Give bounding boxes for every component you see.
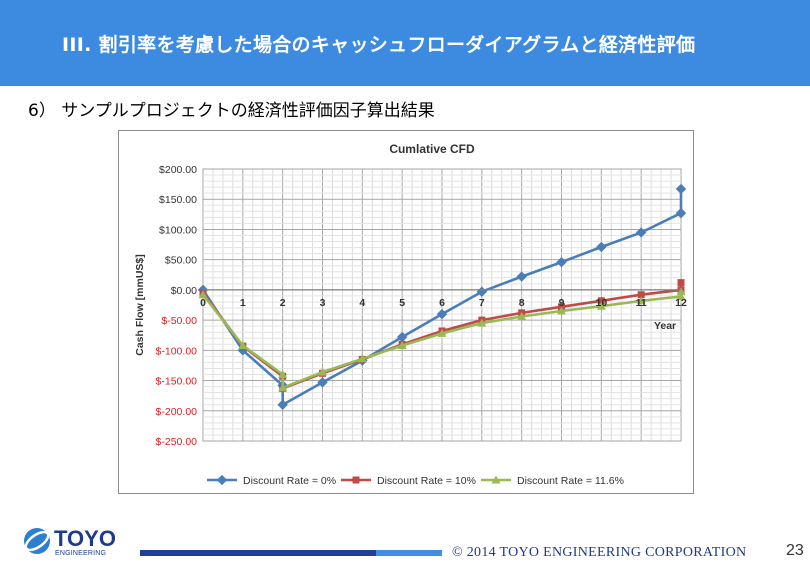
x-tick-label: 8: [519, 297, 525, 309]
x-tick-label: 1: [240, 297, 246, 309]
data-point-square: [597, 297, 605, 305]
chart-title: Cumlative CFD: [389, 142, 475, 156]
data-point-square: [637, 291, 645, 299]
y-tick-label: $-200.00: [156, 406, 198, 418]
data-point-triangle: [357, 354, 367, 363]
data-point-diamond: [516, 271, 527, 282]
x-tick-label: 4: [359, 297, 365, 309]
y-tick-label: $200.00: [159, 164, 197, 176]
data-point-diamond: [556, 256, 567, 268]
data-point-triangle: [596, 301, 606, 310]
data-point-triangle: [318, 367, 327, 376]
x-tick-label: 5: [399, 297, 405, 309]
data-point-diamond: [596, 241, 607, 253]
copyright-text: © 2014 TOYO ENGINEERING CORPORATION: [452, 545, 747, 560]
chart-series: [197, 183, 687, 410]
data-point-triangle: [557, 306, 566, 315]
y-tick-label: $-100.00: [156, 345, 198, 357]
data-point-triangle: [477, 318, 487, 327]
x-tick-label: 3: [320, 297, 326, 309]
data-point-diamond: [317, 377, 328, 388]
footer-bar-light: [376, 550, 442, 556]
data-point-triangle: [278, 383, 288, 392]
x-tick-label: 12: [675, 297, 687, 309]
legend-item: Discount Rate = 10%: [341, 475, 476, 487]
data-point-triangle: [636, 296, 646, 305]
y-tick-label: $150.00: [159, 194, 197, 206]
y-tick-label: $50.00: [165, 255, 197, 267]
data-point-square: [677, 279, 685, 287]
data-point-triangle: [517, 311, 527, 320]
x-tick-label: 6: [439, 297, 445, 309]
chart-frame: Cumlative CFD $200.00 $150.00 $100.00 $50.00…: [118, 130, 694, 494]
data-point-diamond: [635, 227, 647, 238]
data-point-triangle: [676, 287, 686, 296]
data-point-triangle: [278, 370, 288, 379]
y-tick-label: $0.00: [171, 285, 197, 297]
logo-name-text: TOYO: [54, 526, 116, 551]
data-point-square: [352, 476, 360, 484]
cumulative-cfd-chart: Cumlative CFD $200.00 $150.00 $100.00 $50.00…: [134, 142, 687, 487]
chart-axes: Cumlative CFD $200.00 $150.00 $100.00 $50.00…: [134, 142, 687, 448]
page-number: 23: [786, 542, 804, 559]
legend-label: Discount Rate = 11.6%: [517, 475, 624, 487]
data-point-diamond: [436, 308, 448, 320]
y-tick-label: $100.00: [159, 224, 197, 236]
header-bar: III. 割引率を考慮した場合のキャッシュフローダイアグラムと経済性評価: [0, 0, 810, 86]
data-point-triangle: [437, 328, 447, 337]
toyo-logo: TOYO ENGINEERING: [24, 526, 116, 557]
data-point-diamond: [675, 183, 687, 195]
slide-title: III. 割引率を考慮した場合のキャッシュフローダイアグラムと経済性評価: [62, 34, 696, 56]
y-axis-title: Cash Flow [mmUS$]: [134, 254, 146, 356]
x-axis-title: Year: [654, 320, 676, 332]
series-3: [198, 287, 686, 392]
data-point-diamond: [675, 207, 687, 219]
x-tick-label: 0: [200, 297, 206, 309]
section-subtitle: 6） サンプルプロジェクトの経済性評価因子算出結果: [28, 101, 435, 121]
x-tick-label: 11: [636, 297, 647, 309]
data-point-triangle: [676, 292, 686, 301]
data-point-triangle: [198, 290, 208, 299]
chart-legend: Discount Rate = 0% Discount Rate = 10% Dis…: [207, 474, 624, 487]
x-tick-label: 7: [479, 297, 485, 309]
data-point-triangle: [491, 475, 501, 484]
y-tick-label: $-250.00: [156, 436, 198, 448]
data-point-triangle: [238, 340, 248, 349]
data-point-diamond: [216, 474, 228, 486]
data-point-triangle: [397, 340, 407, 349]
legend-label: Discount Rate = 10%: [377, 475, 476, 487]
x-tick-label: 2: [280, 297, 286, 309]
legend-item: Discount Rate = 11.6%: [481, 475, 624, 487]
footer-bar-dark: [140, 550, 376, 556]
x-tick-label: 9: [559, 297, 565, 309]
data-point-diamond: [277, 399, 288, 410]
legend-label: Discount Rate = 0%: [243, 475, 336, 487]
y-tick-label: $-50.00: [161, 315, 197, 327]
x-tick-label: 10: [595, 297, 607, 309]
y-tick-label: $-150.00: [156, 376, 198, 388]
legend-item: Discount Rate = 0%: [207, 474, 336, 487]
logo-tagline-text: ENGINEERING: [55, 550, 106, 557]
